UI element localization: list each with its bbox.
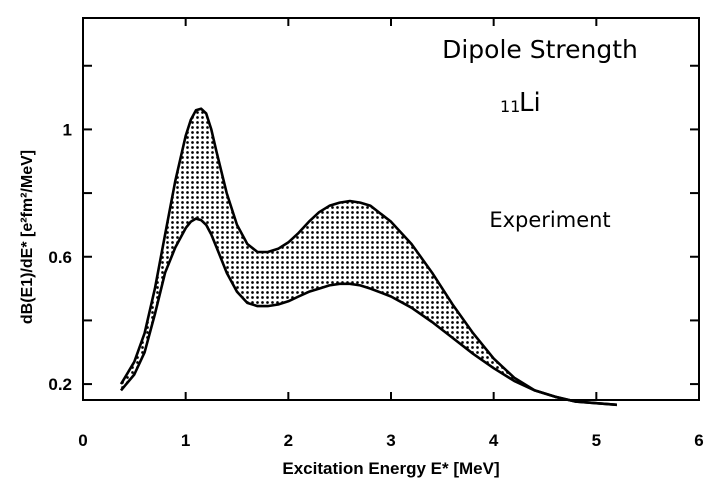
uncertainty-band-layer xyxy=(121,108,617,405)
x-tick-label: 0 xyxy=(78,431,87,450)
upper-bound-curve xyxy=(119,107,618,407)
x-tick-label: 1 xyxy=(181,431,190,450)
y-tick-label: 1 xyxy=(63,120,72,139)
boundary-curves-layer xyxy=(119,107,618,407)
x-tick-label: 4 xyxy=(489,431,499,450)
x-tick-label: 5 xyxy=(592,431,601,450)
experiment-annotation: Experiment xyxy=(489,208,610,232)
x-tick-label: 6 xyxy=(694,431,703,450)
y-tick-label: 0.6 xyxy=(48,248,72,267)
x-axis-label: Excitation Energy E* [MeV] xyxy=(282,459,499,478)
uncertainty-band xyxy=(121,108,617,405)
y-tick-label: 0.2 xyxy=(48,375,72,394)
y-axis-label: dB(E1)/dE* [e²fm²/MeV] xyxy=(19,150,36,324)
x-tick-label: 3 xyxy=(386,431,395,450)
chart-title-mass-number: 11 xyxy=(500,97,520,116)
x-tick-label: 2 xyxy=(284,431,293,450)
chart-title-element: Li xyxy=(519,88,541,118)
axis-ticks-layer: 0 1 2 3 4 5 6 0.2 0.6 1 xyxy=(48,18,704,450)
chart-title-line1: Dipole Strength xyxy=(442,35,638,64)
lower-bound-curve xyxy=(120,217,618,407)
